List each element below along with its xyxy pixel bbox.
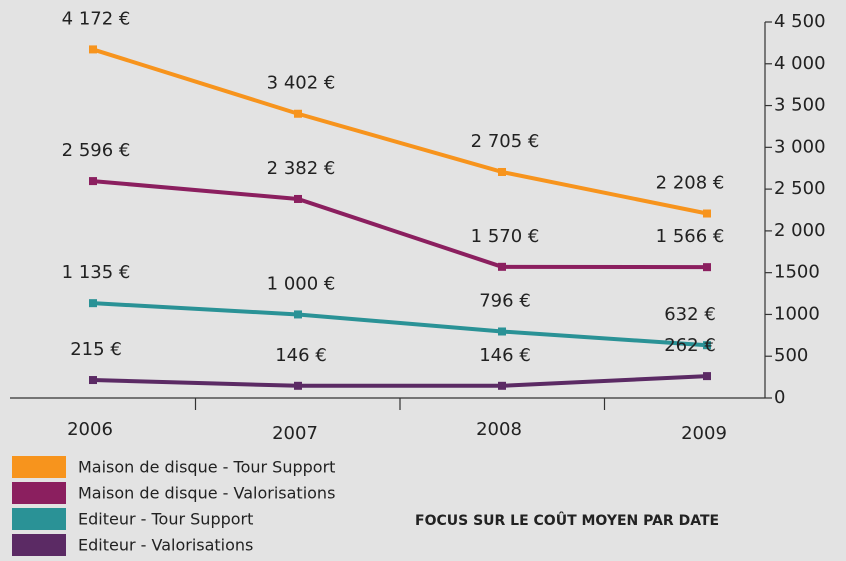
y-tick-label: 4 000 — [774, 53, 826, 74]
y-tick-label: 3 000 — [774, 136, 826, 157]
y-tick-label: 3 500 — [774, 95, 826, 116]
value-label: 146 € — [275, 345, 327, 366]
value-label: 3 402 € — [267, 73, 336, 94]
value-label: 1 135 € — [62, 262, 131, 283]
value-label: 1 000 € — [267, 273, 336, 294]
line — [92, 47, 708, 216]
value-label: 1 570 € — [471, 226, 540, 247]
line — [92, 301, 708, 348]
legend-swatch — [12, 456, 66, 478]
value-label: 2 596 € — [62, 140, 131, 161]
legend-swatch — [12, 482, 66, 504]
marker — [294, 310, 302, 319]
marker — [498, 262, 506, 271]
value-label: 1 566 € — [656, 226, 725, 247]
value-label: 215 € — [70, 339, 122, 360]
marker — [703, 372, 711, 381]
chart-title: FOCUS SUR LE COÛT MOYEN PAR DATE — [415, 511, 719, 529]
value-label: 2 208 € — [656, 173, 725, 194]
marker — [498, 381, 506, 390]
value-label: 632 € — [664, 304, 716, 325]
value-label: 146 € — [479, 345, 531, 366]
value-label: 262 € — [664, 335, 716, 356]
marker — [294, 194, 302, 203]
x-tick-label: 2007 — [272, 423, 318, 444]
y-tick-label: 4 500 — [774, 11, 826, 32]
legend-label: Maison de disque - Tour Support — [78, 458, 335, 477]
marker — [89, 299, 97, 308]
legend-label: Editeur - Tour Support — [78, 510, 253, 529]
value-label: 2 705 € — [471, 131, 540, 152]
marker — [294, 381, 302, 390]
marker — [89, 45, 97, 54]
y-tick-label: 2 500 — [774, 178, 826, 199]
legend-label: Editeur - Valorisations — [78, 536, 253, 555]
line — [92, 179, 708, 270]
y-tick-label: 1500 — [774, 262, 820, 283]
line — [92, 374, 708, 388]
marker — [294, 109, 302, 118]
marker — [498, 327, 506, 336]
y-tick-label: 2 000 — [774, 220, 826, 241]
marker — [703, 209, 711, 218]
y-tick-label: 500 — [774, 345, 808, 366]
x-tick-label: 2006 — [67, 419, 113, 440]
legend-swatch — [12, 508, 66, 530]
marker — [89, 376, 97, 385]
legend-swatch — [12, 534, 66, 556]
x-tick-label: 2009 — [681, 423, 727, 444]
x-tick-label: 2008 — [476, 419, 522, 440]
y-tick-label: 0 — [774, 387, 785, 408]
value-label: 796 € — [479, 290, 531, 311]
value-label: 4 172 € — [62, 8, 131, 29]
marker — [498, 167, 506, 176]
y-tick-label: 1000 — [774, 303, 820, 324]
marker — [703, 263, 711, 272]
marker — [89, 177, 97, 186]
marker — [703, 341, 711, 350]
value-label: 2 382 € — [267, 158, 336, 179]
legend-label: Maison de disque - Valorisations — [78, 484, 335, 503]
